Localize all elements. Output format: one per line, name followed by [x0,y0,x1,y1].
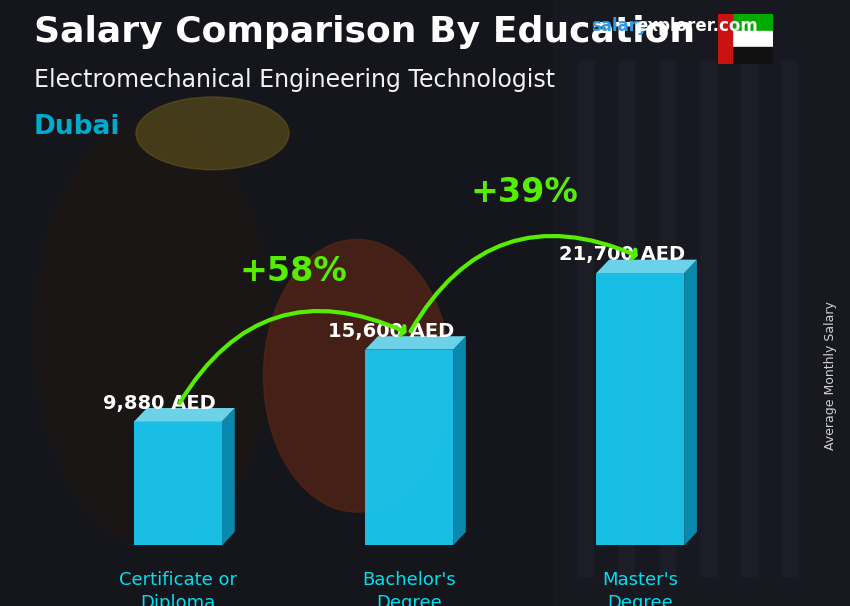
Bar [718,14,774,30]
Text: Certificate or
Diploma: Certificate or Diploma [119,570,237,606]
Text: 15,600 AED: 15,600 AED [327,322,454,341]
Bar [782,61,797,576]
Polygon shape [222,408,235,545]
Bar [741,61,757,576]
Text: +58%: +58% [240,255,348,288]
Text: 21,700 AED: 21,700 AED [558,245,685,264]
Ellipse shape [34,121,272,545]
Ellipse shape [136,97,289,170]
Bar [700,61,716,576]
Polygon shape [366,336,466,350]
Text: Bachelor's
Degree: Bachelor's Degree [362,570,456,606]
Polygon shape [597,259,697,273]
Text: +39%: +39% [471,176,579,209]
Text: explorer.com: explorer.com [636,17,757,35]
Bar [660,61,675,576]
Bar [552,0,850,606]
Bar [718,47,774,64]
Polygon shape [684,259,697,545]
Bar [718,30,774,47]
Polygon shape [134,421,222,545]
Ellipse shape [264,239,450,512]
Text: Dubai: Dubai [34,114,121,140]
Polygon shape [597,273,684,545]
Polygon shape [453,336,466,545]
Text: 9,880 AED: 9,880 AED [103,393,216,413]
Text: Electromechanical Engineering Technologist: Electromechanical Engineering Technologi… [34,68,555,92]
Bar [619,61,634,576]
Polygon shape [366,350,453,545]
Polygon shape [134,408,235,421]
Text: Salary Comparison By Education: Salary Comparison By Education [34,15,695,49]
Bar [578,61,593,576]
Text: Master's
Degree: Master's Degree [603,570,678,606]
Bar [718,14,732,64]
Text: salary: salary [591,17,648,35]
Text: Average Monthly Salary: Average Monthly Salary [824,301,837,450]
